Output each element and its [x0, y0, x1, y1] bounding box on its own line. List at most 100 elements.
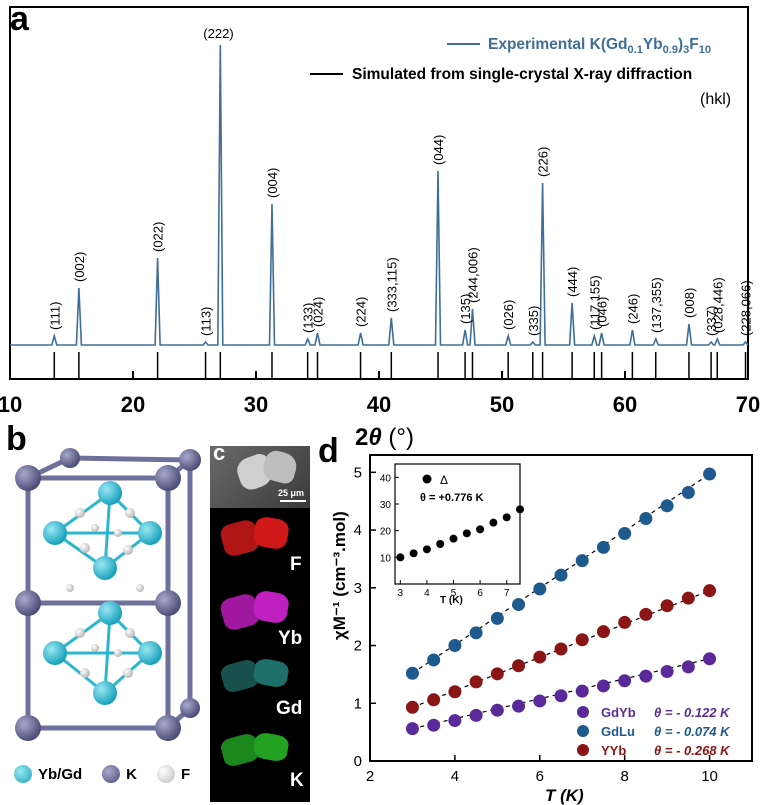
point-gdyb	[618, 674, 632, 688]
inset-x-tick-label: 5	[451, 588, 457, 599]
xrd-chart: (111) (002) (022) (113) (222) (004) (133)(024)…	[0, 6, 760, 417]
chi-points	[405, 467, 717, 736]
hkl-label: (444)	[565, 267, 580, 297]
inset-legend-marker	[422, 474, 432, 484]
point-gdyb	[681, 660, 695, 674]
point-gdyb	[554, 689, 568, 703]
point-gdlu	[660, 499, 674, 513]
point-gdlu	[533, 582, 547, 596]
crystal-structure	[15, 448, 201, 741]
point-yyb	[533, 650, 547, 664]
inset-theta: θ = +0.776 K	[420, 492, 483, 504]
hkl-label: (135)	[458, 294, 473, 324]
simulated-sticks	[53, 352, 747, 379]
chi-frame	[369, 454, 753, 762]
hkl-label: (335)	[526, 306, 541, 336]
inset-point	[436, 540, 445, 548]
xrd-tick-label: 10	[0, 392, 22, 417]
point-yyb	[618, 615, 632, 629]
point-yyb	[427, 693, 441, 707]
legend-yyb-label: YYb	[601, 743, 626, 758]
inset-point	[449, 534, 458, 543]
chi-x-label: T (K)	[545, 786, 584, 805]
hkl-label: (113)	[199, 307, 214, 336]
point-yyb	[681, 591, 695, 605]
chi-legend: GdYb θ = - 0.122 K GdLu θ = - 0.074 K YY…	[577, 705, 731, 758]
eds-label-gd: Gd	[276, 698, 303, 719]
k-atoms	[15, 448, 201, 741]
inset-x-tick-label: 4	[424, 588, 430, 599]
hkl-label: (026)	[501, 300, 516, 330]
hkl-label: (137,355)	[649, 277, 664, 333]
point-yyb	[512, 659, 526, 673]
inset-legend-text: Δ	[440, 473, 448, 487]
eds-map-k: K	[210, 730, 310, 802]
legend-yyb-theta: θ = - 0.268 K	[654, 743, 731, 758]
legend-gdlu-label: GdLu	[601, 724, 635, 739]
experimental-trace	[10, 44, 749, 346]
point-yyb	[490, 667, 504, 681]
point-gdyb	[490, 703, 504, 717]
eds-label-f: F	[290, 554, 302, 575]
panel-a-label: a	[10, 0, 29, 38]
legend-gdlu-marker	[577, 725, 589, 737]
chi-x-tick-label: 4	[451, 768, 459, 785]
scale-bar	[280, 500, 306, 502]
point-gdlu	[490, 611, 504, 625]
point-gdyb	[512, 699, 526, 713]
inset-y-tick-label: 40	[380, 473, 392, 484]
chi-y-tick-label: 3	[354, 580, 362, 597]
legend-experimental-text: Experimental K(Gd0.1Yb0.9)3F10	[488, 36, 711, 56]
point-gdlu	[639, 512, 653, 526]
inset-point	[476, 525, 485, 534]
hkl-label: (028,446)	[710, 277, 725, 333]
hkl-label: (337)	[704, 306, 719, 336]
eds-label-k: K	[290, 770, 304, 791]
point-gdyb	[427, 718, 441, 732]
chi-y-tick-label: 4	[354, 522, 362, 539]
xrd-tick-label: 70	[736, 392, 760, 417]
hkl-label: (333,115)	[384, 257, 399, 312]
point-gdlu	[448, 639, 462, 653]
chi-x-tick-label: 10	[701, 768, 718, 785]
ybgd-legend-label: Yb/Gd	[38, 765, 83, 783]
point-gdlu	[427, 653, 441, 667]
point-gdyb	[575, 684, 589, 698]
legend-gdyb-theta: θ = - 0.122 K	[654, 705, 731, 720]
xrd-tick-label: 50	[490, 392, 514, 417]
point-gdlu	[554, 568, 568, 582]
chi-y-tick-label: 1	[354, 695, 362, 712]
point-gdlu	[681, 486, 695, 500]
point-yyb	[703, 584, 717, 598]
ybgd-atoms	[43, 481, 162, 705]
eds-map-yb: Yb	[210, 582, 310, 654]
hkl-label: (111)	[47, 302, 62, 330]
structure-legend: Yb/Gd K F	[14, 765, 190, 783]
chi-x-tick-label: 2	[366, 768, 374, 785]
point-gdyb	[703, 652, 717, 666]
hkl-label: (224)	[354, 297, 369, 327]
inset-y-tick-label: 10	[380, 553, 392, 564]
sem-image: c 25 μm	[210, 446, 310, 508]
point-gdlu	[575, 554, 589, 568]
hkl-label: (024)	[311, 297, 326, 327]
point-yyb	[554, 642, 568, 656]
f-legend-swatch	[157, 765, 176, 783]
hkl-label: (046)	[595, 297, 610, 327]
hkl-label: (246)	[625, 294, 640, 324]
legend-gdyb-label: GdYb	[601, 705, 636, 720]
f-atoms	[66, 508, 144, 678]
chi-x-tick-label: 6	[536, 768, 544, 785]
hkl-label: (022)	[151, 222, 166, 252]
eds-label-yb: Yb	[278, 628, 303, 649]
inset-frame	[394, 463, 521, 585]
f-legend-label: F	[181, 765, 191, 783]
legend-gdyb-marker	[577, 706, 589, 718]
inset-y-tick-label: 20	[380, 527, 392, 538]
point-gdyb	[660, 665, 674, 679]
hkl-label: (044)	[431, 135, 446, 165]
hkl-label: (133)	[301, 303, 316, 333]
chi-x-tick-label: 8	[620, 768, 628, 785]
hkl-label: (226)	[536, 147, 551, 177]
